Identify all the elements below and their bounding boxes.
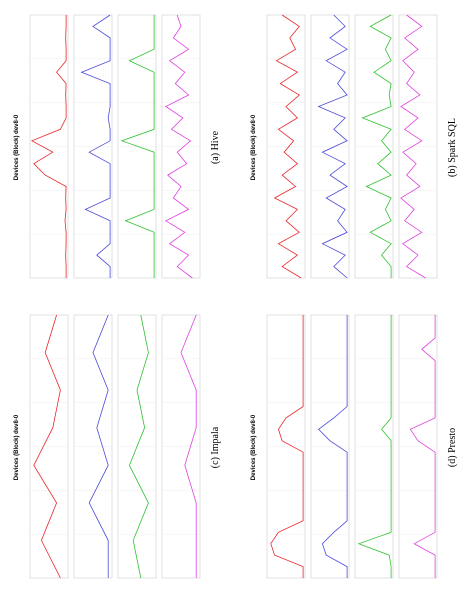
panel: Devices (Block) dev8-0 (a) Hive [14,14,221,279]
series-line [120,15,155,278]
series-line [80,14,111,278]
panel-caption: (c) Impala [210,426,221,468]
panel-caption: (b) Spark SQL [447,118,458,177]
series-line [164,14,193,279]
series-line [180,314,197,578]
series-line [273,14,302,279]
series-line [317,14,348,279]
series-line [357,315,392,578]
series-line [317,315,348,578]
panel-caption: (a) Hive [210,130,221,164]
series-line [270,315,304,578]
series-line [30,15,67,278]
panel-title: Devices (Block) dev8-0 [14,114,20,180]
panel-title: Devices (Block) dev8-0 [251,414,257,480]
series-line [409,315,436,578]
panel: Devices (Block) dev8-0 (d) Presto [251,314,458,579]
series-line [33,314,61,579]
series-line [128,314,149,579]
panel-title: Devices (Block) dev8-0 [14,414,20,480]
series-line [88,314,109,578]
panel: Devices (Block) dev8-0 (b) Spark SQL [251,14,458,279]
panel-title: Devices (Block) dev8-0 [251,114,257,180]
series-line [400,14,426,279]
panel: Devices (Block) dev8-0 (c) Impala [14,314,221,579]
series-line [361,14,392,278]
panel-caption: (d) Presto [447,428,458,467]
